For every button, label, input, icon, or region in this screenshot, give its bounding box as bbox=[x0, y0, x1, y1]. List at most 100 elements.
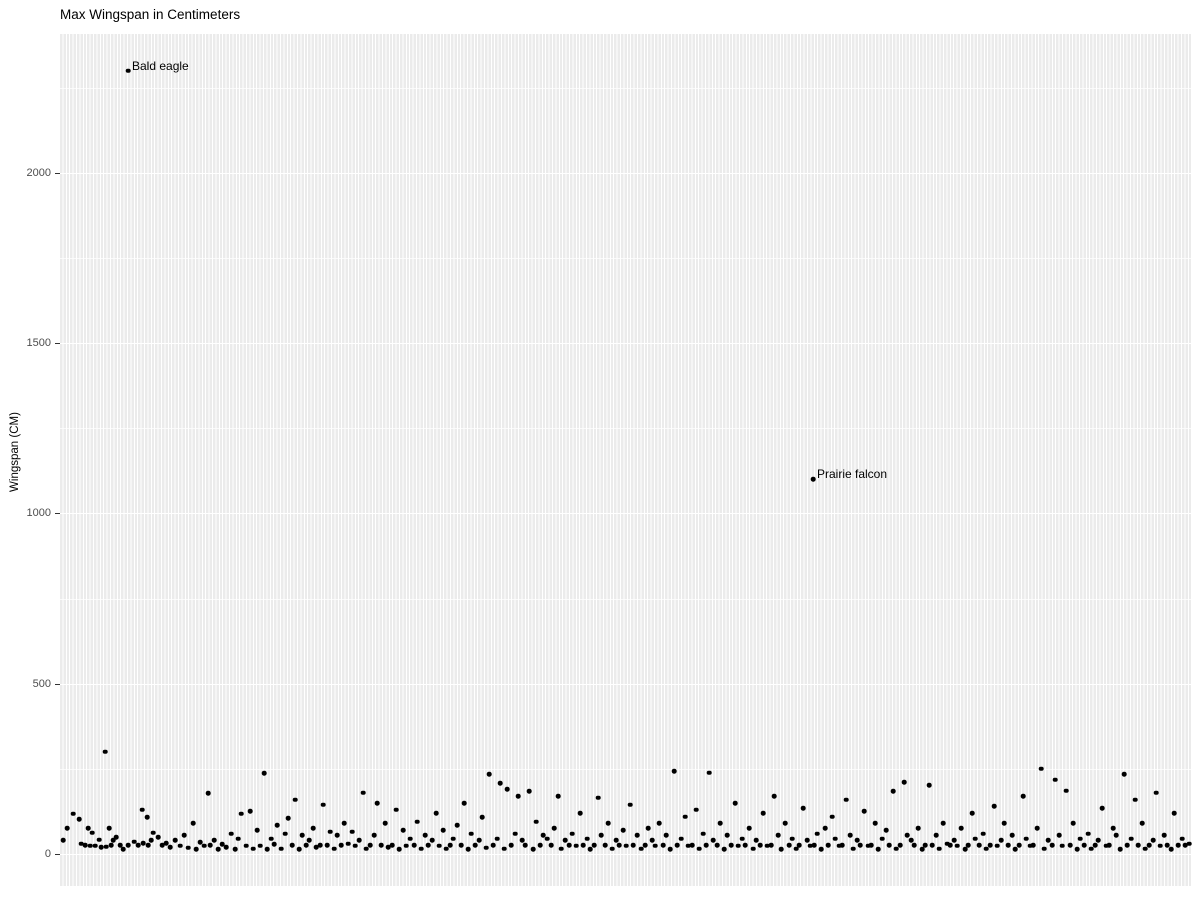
data-point bbox=[450, 836, 456, 841]
data-point bbox=[789, 836, 795, 841]
data-point bbox=[1171, 810, 1177, 816]
data-point bbox=[936, 846, 942, 851]
data-point bbox=[857, 842, 863, 848]
data-point bbox=[172, 837, 178, 843]
data-point bbox=[334, 832, 340, 838]
data-point bbox=[638, 846, 644, 851]
data-point bbox=[257, 843, 263, 849]
data-point bbox=[1070, 821, 1076, 826]
data-point bbox=[793, 846, 799, 851]
plot-title: Max Wingspan in Centimeters bbox=[60, 7, 241, 22]
data-point bbox=[922, 842, 928, 848]
data-point bbox=[429, 838, 435, 843]
data-point bbox=[215, 846, 221, 852]
data-point bbox=[1142, 846, 1148, 851]
y-tick-label: 1000 bbox=[26, 507, 51, 520]
gridline-major bbox=[60, 343, 1192, 345]
data-point bbox=[207, 842, 213, 848]
data-point bbox=[414, 819, 420, 824]
data-point bbox=[1020, 793, 1026, 799]
data-point bbox=[609, 846, 615, 851]
gridline-minor bbox=[60, 598, 1192, 600]
data-point bbox=[544, 836, 550, 841]
y-tick-mark bbox=[55, 513, 60, 515]
data-point bbox=[1001, 821, 1007, 826]
data-point bbox=[140, 841, 146, 846]
gridline-minor bbox=[60, 428, 1192, 430]
data-point bbox=[796, 842, 802, 848]
data-point bbox=[418, 846, 424, 851]
data-point bbox=[443, 846, 449, 851]
data-point bbox=[602, 842, 608, 848]
data-point bbox=[331, 846, 337, 851]
data-point bbox=[96, 837, 102, 842]
data-point bbox=[620, 827, 626, 833]
data-point bbox=[472, 842, 478, 848]
data-point bbox=[714, 842, 720, 848]
data-point bbox=[526, 788, 532, 794]
plot-panel: Bald eagle Prairie falcon bbox=[60, 34, 1192, 886]
data-point bbox=[850, 846, 856, 851]
data-point bbox=[150, 830, 156, 836]
data-point bbox=[120, 846, 126, 852]
data-point bbox=[843, 797, 849, 802]
data-point bbox=[403, 843, 409, 849]
data-point bbox=[238, 811, 244, 817]
data-point bbox=[303, 842, 309, 848]
labeled-data-point bbox=[810, 477, 816, 482]
data-point bbox=[1106, 842, 1112, 848]
data-point bbox=[440, 827, 446, 833]
data-point bbox=[519, 838, 525, 843]
data-point bbox=[476, 838, 482, 843]
data-point bbox=[317, 842, 323, 848]
data-point bbox=[671, 768, 677, 774]
data-point bbox=[800, 805, 806, 811]
data-point bbox=[1074, 846, 1080, 852]
data-point bbox=[522, 842, 528, 848]
data-point bbox=[131, 839, 137, 845]
data-point bbox=[374, 800, 380, 806]
gridline-major bbox=[60, 683, 1192, 685]
data-point bbox=[558, 846, 564, 851]
data-point bbox=[363, 846, 369, 851]
data-point bbox=[775, 832, 781, 838]
data-point bbox=[926, 782, 932, 788]
gridline-major bbox=[60, 172, 1192, 174]
data-point bbox=[70, 811, 76, 817]
data-point bbox=[814, 831, 820, 836]
data-point bbox=[1182, 842, 1188, 848]
data-point bbox=[569, 831, 575, 836]
data-point bbox=[804, 838, 810, 843]
data-point bbox=[82, 843, 88, 848]
data-point bbox=[296, 846, 302, 852]
data-point bbox=[1049, 842, 1055, 848]
data-point bbox=[908, 838, 914, 843]
data-point bbox=[235, 836, 241, 841]
data-point bbox=[678, 836, 684, 841]
data-point bbox=[954, 843, 960, 849]
data-point bbox=[865, 843, 871, 849]
data-point bbox=[292, 797, 298, 802]
data-point bbox=[613, 838, 619, 843]
data-point bbox=[1012, 846, 1018, 852]
data-point bbox=[1099, 805, 1105, 811]
data-point bbox=[1038, 766, 1044, 771]
data-point bbox=[717, 821, 723, 826]
data-point bbox=[965, 842, 971, 848]
data-point bbox=[595, 795, 601, 801]
data-point bbox=[630, 842, 636, 848]
data-point bbox=[667, 846, 673, 852]
data-point bbox=[663, 832, 669, 838]
data-point bbox=[87, 843, 93, 849]
data-point bbox=[782, 821, 788, 826]
data-point bbox=[537, 842, 543, 848]
data-point bbox=[486, 771, 492, 777]
data-point bbox=[497, 780, 503, 786]
data-point bbox=[689, 842, 695, 848]
data-point bbox=[685, 843, 691, 849]
data-point bbox=[649, 838, 655, 843]
data-point bbox=[577, 810, 583, 816]
data-point bbox=[407, 836, 413, 841]
data-point bbox=[861, 809, 867, 814]
data-point bbox=[155, 834, 161, 840]
